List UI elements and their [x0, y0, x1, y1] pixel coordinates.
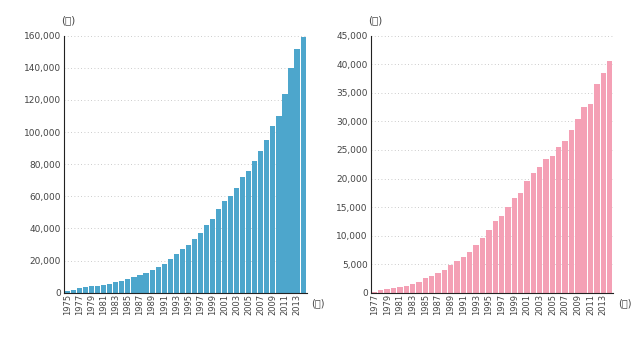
Bar — [204, 225, 209, 293]
Bar — [125, 279, 130, 293]
Bar — [537, 167, 543, 293]
Bar — [222, 201, 227, 293]
Bar — [550, 156, 555, 293]
Bar — [65, 291, 70, 293]
Bar — [543, 159, 549, 293]
Bar — [198, 233, 203, 293]
Bar — [435, 273, 441, 293]
Bar — [107, 284, 112, 293]
Bar — [282, 94, 288, 293]
Bar — [454, 261, 460, 293]
Bar — [162, 264, 167, 293]
Bar — [461, 257, 466, 293]
Bar — [240, 177, 245, 293]
Bar — [594, 84, 599, 293]
Bar — [372, 292, 377, 293]
Bar — [137, 275, 142, 293]
Bar — [246, 171, 251, 293]
Bar — [101, 285, 106, 293]
Bar — [562, 141, 568, 293]
Bar — [486, 230, 491, 293]
Bar — [167, 259, 173, 293]
Bar — [385, 289, 390, 293]
Bar — [448, 265, 454, 293]
Bar — [442, 270, 447, 293]
Text: (人): (人) — [61, 15, 76, 25]
Bar — [132, 277, 137, 293]
Text: (年): (年) — [619, 298, 632, 308]
Bar — [83, 287, 88, 293]
Bar — [270, 126, 275, 293]
Bar — [95, 286, 100, 293]
Bar — [569, 130, 574, 293]
Bar — [300, 37, 305, 293]
Bar — [276, 116, 282, 293]
Bar — [234, 188, 239, 293]
Bar — [186, 245, 191, 293]
Bar — [473, 245, 479, 293]
Bar — [210, 219, 215, 293]
Bar — [265, 140, 270, 293]
Bar — [216, 209, 221, 293]
Bar — [295, 49, 300, 293]
Bar — [493, 221, 498, 293]
Bar — [113, 282, 118, 293]
Bar — [397, 287, 403, 293]
Bar — [410, 284, 415, 293]
Bar — [174, 254, 179, 293]
Bar — [89, 286, 95, 293]
Bar — [530, 173, 536, 293]
Bar — [422, 278, 428, 293]
Bar — [77, 288, 82, 293]
Bar — [228, 196, 233, 293]
Bar — [144, 273, 149, 293]
Bar — [258, 151, 263, 293]
Bar — [512, 198, 517, 293]
Bar — [575, 119, 581, 293]
Bar — [180, 250, 185, 293]
Bar — [499, 216, 504, 293]
Text: (年): (年) — [312, 298, 325, 308]
Bar — [581, 107, 587, 293]
Bar — [505, 207, 511, 293]
Bar — [378, 291, 383, 293]
Bar — [192, 239, 197, 293]
Bar — [288, 68, 293, 293]
Text: (人): (人) — [368, 15, 383, 25]
Bar — [429, 276, 435, 293]
Bar — [119, 281, 125, 293]
Bar — [391, 288, 396, 293]
Bar — [518, 193, 523, 293]
Bar — [252, 161, 258, 293]
Bar — [556, 147, 562, 293]
Bar — [155, 267, 160, 293]
Bar — [588, 104, 593, 293]
Bar — [524, 181, 530, 293]
Bar — [601, 73, 606, 293]
Bar — [607, 61, 612, 293]
Bar — [416, 282, 422, 293]
Bar — [403, 286, 409, 293]
Bar — [480, 238, 485, 293]
Bar — [71, 290, 76, 293]
Bar — [467, 252, 472, 293]
Bar — [150, 270, 155, 293]
